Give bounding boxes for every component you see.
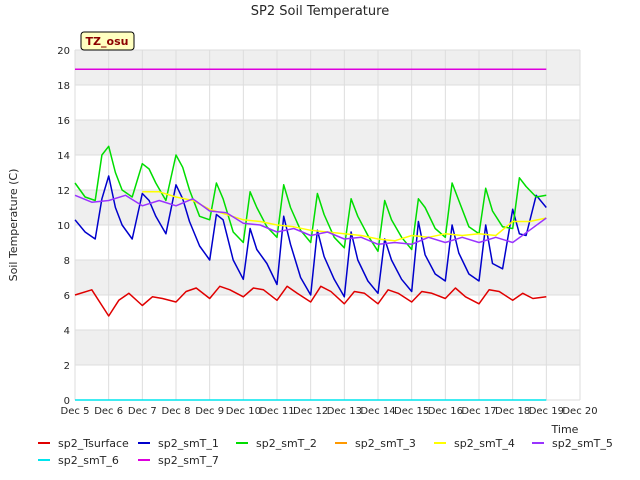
y-axis-title: Soil Temperature (C) [7,169,20,282]
gridlines [74,49,581,401]
x-tick-label: Dec 6 [94,406,123,417]
x-tick-label: Dec 15 [394,406,429,417]
y-tick-label: 14 [57,151,70,162]
y-tick-label: 20 [57,46,70,57]
timezone-badge: TZ_osu [80,31,135,51]
x-tick-label: Dec 20 [562,406,597,417]
series-lines [74,68,547,401]
x-tick-label: Dec 11 [259,406,294,417]
legend-label-sp2_smT_3: sp2_smT_3 [355,437,416,450]
y-tick-label: 12 [57,186,70,197]
legend-label-sp2_smT_1: sp2_smT_1 [158,437,219,450]
x-tick-label: Dec 12 [293,406,328,417]
y-tick-label: 10 [57,221,70,232]
y-tick-label: 2 [64,361,70,372]
series-line-sp2_smT_1 [74,175,547,298]
x-axis-title: Time [551,423,579,436]
series-line-sp2_smT_2 [74,145,547,253]
legend-label-sp2_smT_4: sp2_smT_4 [454,437,515,450]
timezone-badge-box [80,31,135,51]
legend-label-sp2_smT_6: sp2_smT_6 [58,454,119,467]
x-tick-label: Dec 18 [495,406,530,417]
x-tick-label: Dec 5 [61,406,90,417]
series-line-sp2_smT_5 [74,194,547,246]
y-tick-label: 16 [57,116,70,127]
plot-band [75,50,580,85]
y-tick-label: 4 [64,326,70,337]
x-tick-label: Dec 13 [327,406,362,417]
x-tick-label: Dec 19 [529,406,564,417]
plot-band [75,190,580,225]
plot-band [75,120,580,155]
x-tick-label: Dec 16 [428,406,463,417]
legend-label-sp2_smT_5: sp2_smT_5 [552,437,613,450]
legend-label-sp2_smT_2: sp2_smT_2 [256,437,317,450]
x-tick-label: Dec 8 [162,406,191,417]
y-tick-label: 6 [64,291,70,302]
y-tick-label: 0 [64,396,70,407]
legend: sp2_Tsurface sp2_smT_1 sp2_smT_2 sp2_smT_3 s… [38,437,613,467]
x-tick-label: Dec 17 [461,406,496,417]
plot-band [75,330,580,365]
x-tick-label: Dec 7 [128,406,157,417]
x-tick-label: Dec 9 [195,406,224,417]
legend-label-sp2_smT_7: sp2_smT_7 [158,454,219,467]
series-line-sp2_Tsurface [74,285,547,317]
y-tick-label: 18 [57,81,70,92]
y-tick-label: 8 [64,256,70,267]
x-tick-label: Dec 10 [226,406,261,417]
legend-label-sp2_Tsurface: sp2_Tsurface [58,437,129,450]
chart-title: SP2 Soil Temperature [251,4,389,19]
x-tick-label: Dec 14 [360,406,395,417]
timezone-badge-label: TZ_osu [86,35,129,48]
y-axis-ticks: 0 2 4 6 8 10 12 14 16 18 20 [57,46,70,407]
series-line-sp2_smT_4 [142,191,547,242]
